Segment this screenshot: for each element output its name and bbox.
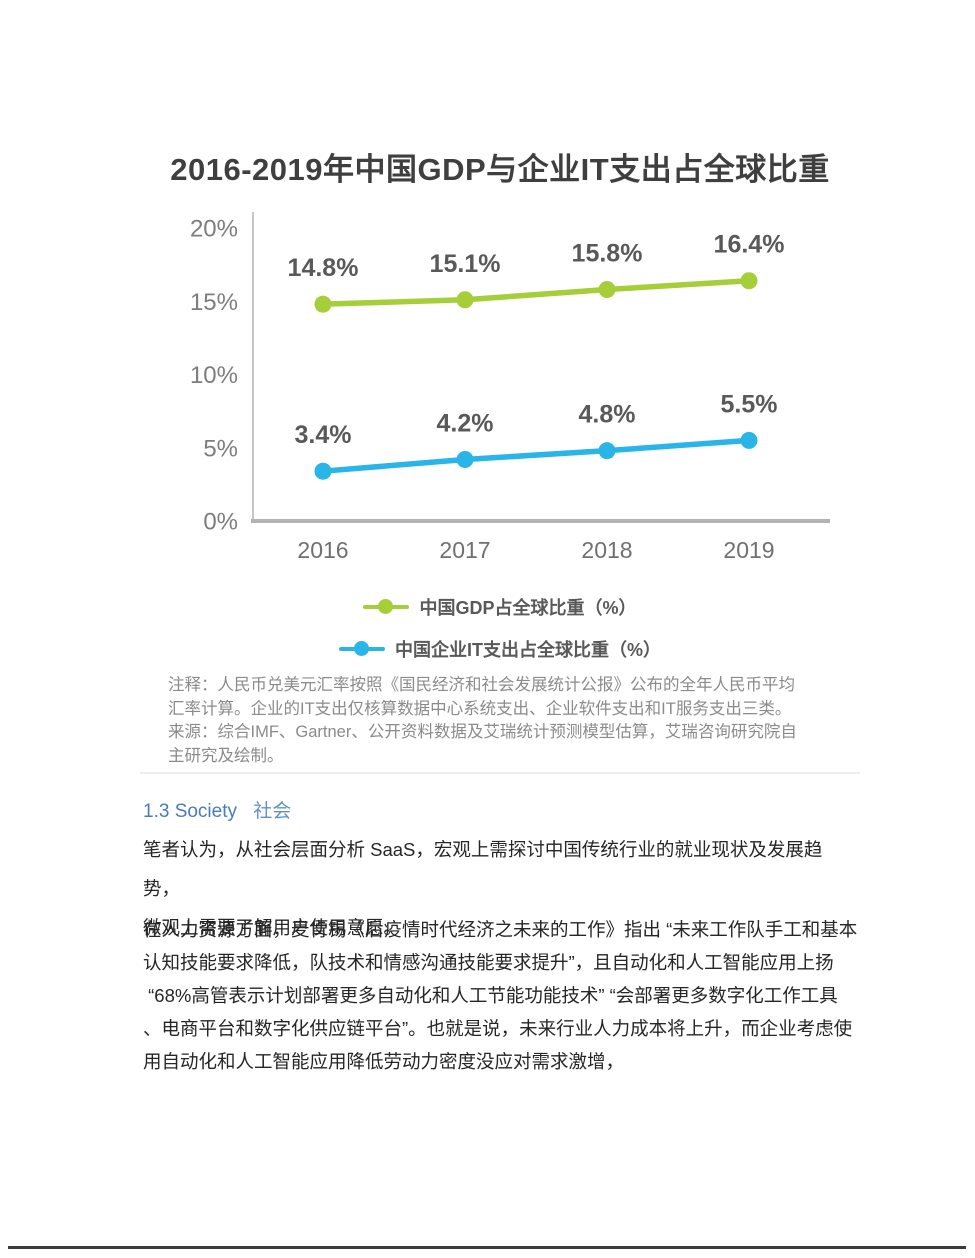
line-chart-plot: 20% 15% 10% 5% 0% 2016 2017 2018 2019 14.8% 15.1% 1… [190,212,830,563]
legend-marker-it-spend-line-dot [339,641,385,656]
chart-text-label: 15% [190,289,238,316]
section-heading-subtitle: 社会 [253,801,292,822]
legend-marker-gdp-line-dot [363,599,410,614]
data-point [314,462,332,480]
chart-text-label: 10% [190,362,238,389]
chart-text-label: 2018 [581,537,632,563]
body-paragraph-2: 在人力资源方面，麦肯锡《后疫情时代经济之未来的工作》指出 “未来工作队手工和基本… [143,919,858,1072]
legend-label-it-spend: 中国企业IT支出占全球比重（%） [395,639,661,660]
page-bottom-rule [8,1246,966,1249]
chart-text-label: 20% [190,216,238,243]
data-point [314,295,332,313]
series-line-1 [320,437,752,474]
chart-text-label: 15.8% [572,240,643,268]
chart-text-label: 3.4% [295,421,352,449]
data-point [456,450,474,468]
legend-label-gdp: 中国GDP占全球比重（%） [419,597,637,618]
chart-text-label: 0% [203,509,238,536]
chart-legend: 中国GDP占全球比重（%） 中国企业IT支出占全球比重（%） [140,594,860,661]
chart-text-label: 2019 [723,537,774,563]
gdp-it-chart-figure: 2016-2019年中国GDP与企业IT支出占全球比重 20% 15% 10% 5% 0… [140,130,860,774]
body-paragraph-1: 笔者认为，从社会层面分析 SaaS，宏观上需探讨中国传统行业的就业现状及发展趋势… [143,839,823,938]
chart-text-label: 2017 [439,537,490,563]
data-point [740,431,758,449]
data-point [598,442,616,460]
data-point [598,281,616,299]
chart-text-label: 5.5% [721,390,778,418]
data-point [456,291,474,309]
chart-footnote: 注释：人民币兑美元汇率按照《国民经济和社会发展统计公报》公布的全年人民币平均 汇… [168,676,797,765]
legend-item-it-spend: 中国企业IT支出占全球比重（%） [339,636,661,661]
data-point [740,272,758,290]
chart-text-label: 2016 [297,537,348,563]
series-line-0 [320,277,752,307]
chart-text-label: 14.8% [288,254,359,282]
section-heading-number: 1.3 Society [143,801,237,822]
section-heading: 1.3 Society 社会 [143,796,291,823]
chart-text-label: 15.1% [430,250,501,278]
chart-text-label: 4.2% [437,409,494,437]
chart-text-label: 16.4% [714,231,785,259]
chart-title: 2016-2019年中国GDP与企业IT支出占全球比重 [170,152,830,187]
legend-item-gdp: 中国GDP占全球比重（%） [363,594,637,619]
chart-text-label: 5% [203,435,238,462]
chart-text-label: 4.8% [579,401,636,429]
